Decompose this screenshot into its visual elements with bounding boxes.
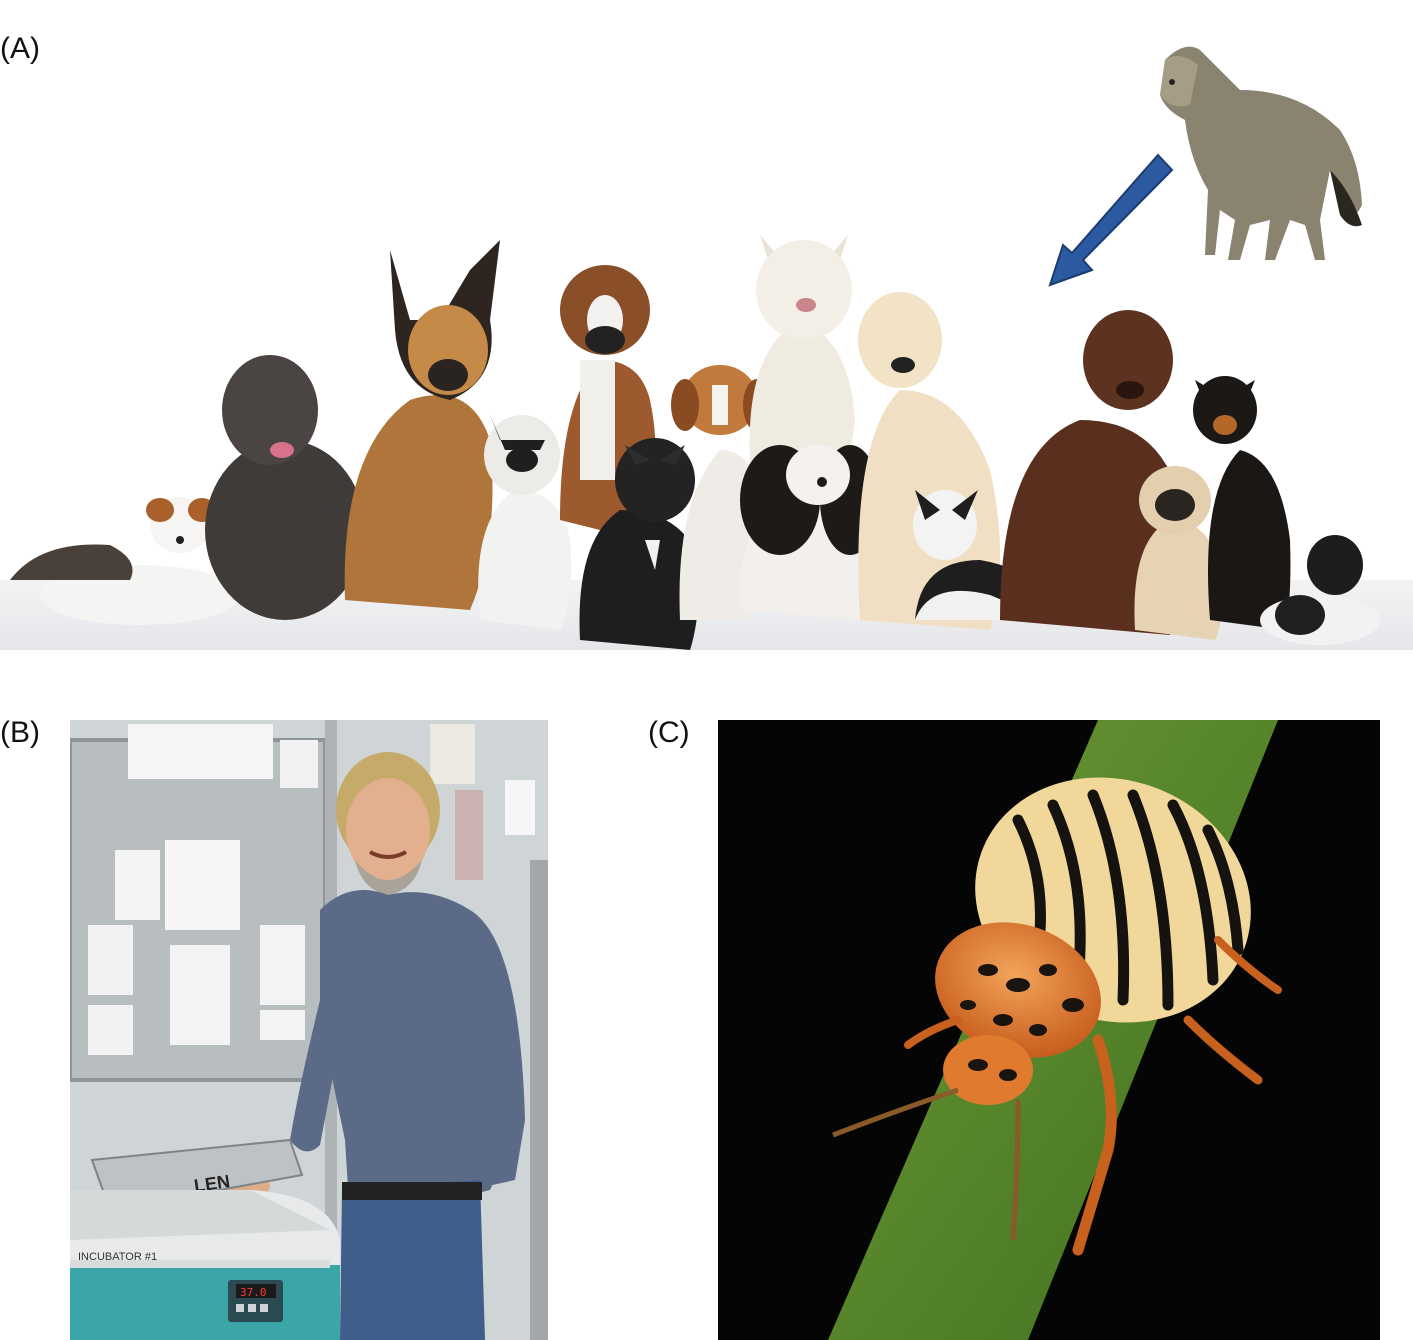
dog-poodle (205, 355, 365, 620)
temperature-display: 37.0 (240, 1286, 267, 1299)
beetle (832, 777, 1282, 1256)
dog-beagle (671, 365, 771, 620)
panel-b-scientist-image: LEN INCUBATOR #1 37.0 (70, 720, 548, 1340)
dog-french-bulldog-black (579, 438, 700, 650)
panel-a-dogs-image (0, 20, 1413, 660)
dog-pug (1134, 466, 1222, 640)
wolf (1160, 46, 1362, 261)
dog-pinscher (1193, 376, 1291, 630)
scientist (226, 752, 525, 1340)
panel-label-c: (C) (648, 716, 690, 749)
panel-label-a: (A) (0, 32, 40, 65)
dog-german-shepherd (344, 240, 500, 610)
dog-small-poodle (1260, 535, 1380, 645)
domestication-arrow (1048, 153, 1174, 287)
dog-french-bulldog-pied (478, 410, 572, 630)
incubator: INCUBATOR #1 37.0 (70, 1190, 340, 1340)
panel-label-b: (B) (0, 716, 40, 749)
incubator-label: INCUBATOR #1 (78, 1251, 157, 1263)
panel-c-beetle-image (718, 720, 1380, 1340)
